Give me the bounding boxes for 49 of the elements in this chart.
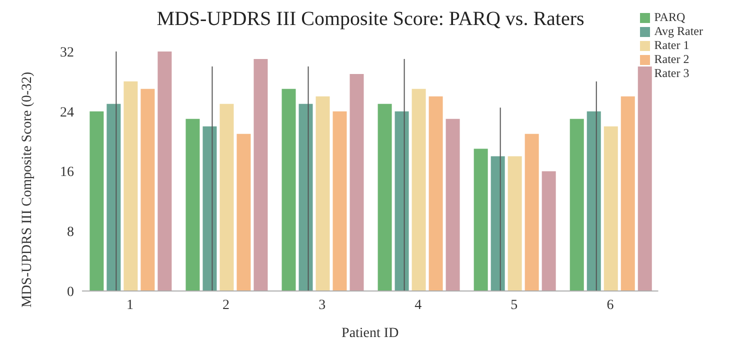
x-tick-label: 1 (126, 298, 134, 313)
bar (446, 118, 460, 291)
bar (90, 111, 104, 291)
bar (474, 148, 488, 291)
bar (638, 66, 652, 291)
bar (378, 104, 392, 291)
legend-label: Avg Rater (654, 24, 703, 38)
bar (604, 126, 618, 291)
bar (508, 156, 522, 291)
y-tick-label: 8 (67, 225, 74, 240)
bar (236, 134, 251, 291)
x-tick-label: 2 (222, 298, 230, 313)
y-tick-label: 16 (60, 165, 74, 180)
x-tick-label: 6 (606, 298, 614, 313)
bar (428, 96, 443, 291)
bar (124, 81, 138, 291)
legend-label: Rater 2 (654, 52, 690, 66)
y-axis-title: MDS-UPDRS III Composite Score (0-32) (20, 72, 35, 308)
chart-title: MDS-UPDRS III Composite Score: PARQ vs. Raters (156, 8, 584, 30)
bar (316, 96, 330, 291)
x-tick-label: 4 (414, 298, 422, 313)
bar (220, 104, 234, 291)
bar (570, 118, 584, 291)
bar (140, 88, 155, 291)
bar (282, 88, 296, 291)
bar (254, 58, 268, 291)
bar (620, 96, 635, 291)
x-tick-label: 5 (510, 298, 518, 313)
y-tick-label: 32 (60, 45, 74, 60)
bar (350, 74, 364, 291)
legend-label: PARQ (654, 10, 686, 24)
y-tick-label: 24 (60, 105, 74, 120)
bar (202, 126, 217, 291)
y-tick-label: 0 (67, 284, 74, 300)
bar (412, 88, 426, 291)
x-tick-label: 3 (318, 298, 326, 313)
bar (394, 111, 409, 291)
bar (332, 111, 347, 291)
legend-label: Rater 1 (654, 38, 690, 52)
x-axis-title: Patient ID (342, 326, 399, 341)
bar (524, 134, 539, 291)
series-label: Rater 3 (654, 66, 690, 80)
bar (186, 118, 200, 291)
bar (106, 104, 121, 291)
bar (490, 156, 505, 291)
bar (298, 104, 313, 291)
bar (158, 51, 172, 291)
bar (542, 171, 556, 291)
bar (586, 111, 601, 291)
